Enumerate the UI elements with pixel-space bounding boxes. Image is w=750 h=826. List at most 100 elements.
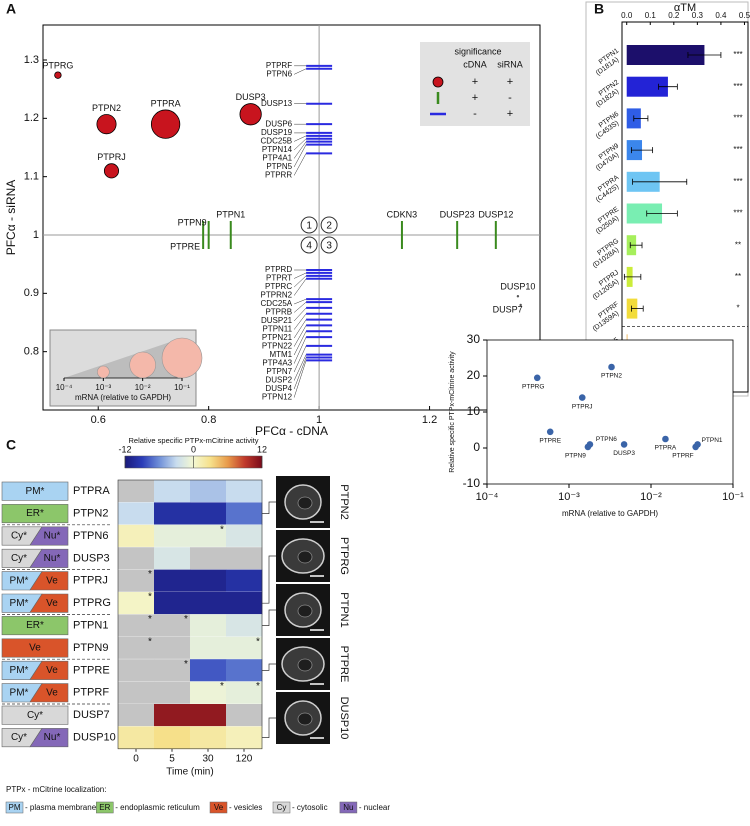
leader-line	[294, 298, 307, 305]
missing-cell	[154, 681, 191, 705]
point	[578, 394, 586, 401]
legend-column: cDNA	[463, 59, 487, 69]
x-tick-label: 10⁻¹	[722, 491, 744, 503]
significance-label: ***	[733, 82, 742, 91]
heatmap-cell	[190, 636, 227, 660]
point-label: PTPRN2	[261, 291, 293, 300]
point-label: DUSP13	[261, 99, 293, 108]
cell-nucleus	[297, 496, 313, 510]
quadrant-label: 1	[306, 221, 312, 232]
heatmap-cell	[154, 502, 191, 526]
localization-label: Nu*	[44, 553, 61, 564]
point-label: PTPN9	[565, 453, 586, 460]
point-label: PTPN7	[266, 367, 292, 376]
missing-cell	[190, 547, 227, 570]
point-label: PTPN14	[262, 145, 293, 154]
significance-star: *	[184, 614, 188, 625]
localization-box	[1, 705, 69, 725]
heatmap-cell	[190, 726, 227, 750]
localization-box	[29, 683, 69, 703]
localization-label: PM*	[10, 598, 29, 609]
heatmap-cell	[226, 681, 263, 705]
significance-label: **	[735, 240, 741, 249]
legend-marker	[432, 76, 444, 88]
leader-line	[293, 138, 307, 151]
point-label: DUSP7	[493, 304, 523, 314]
point-label: PTPN5	[266, 162, 292, 171]
point-label: PTPRG	[42, 60, 73, 70]
legend-text: - endoplasmic reticulum	[115, 803, 200, 812]
heatmap-cell	[226, 614, 263, 638]
leader-line	[293, 144, 307, 168]
legend-text: - plasma membrane	[25, 803, 97, 812]
heatmap-cell	[154, 480, 191, 503]
y-axis-label: PFCα - siRNA	[4, 180, 18, 256]
heatmap-cell	[226, 726, 263, 750]
cell-nucleus	[297, 658, 313, 672]
bar	[626, 45, 705, 65]
heatmap-cell	[118, 524, 155, 548]
localization-label: Cy*	[11, 531, 27, 542]
significance-label: ***	[733, 50, 742, 59]
point-label: PTPRG	[522, 384, 544, 391]
heatmap-cell	[190, 502, 227, 526]
leader-line	[293, 345, 307, 373]
colorbar-tick-label: 0	[191, 444, 196, 454]
quadrant-label: 2	[326, 221, 332, 232]
x-tick-label: 10⁻⁴	[476, 491, 499, 503]
quadrant-label: 4	[306, 241, 312, 252]
significance-star: *	[256, 636, 260, 647]
localization-box	[1, 616, 69, 636]
localization-label: Cy*	[11, 732, 27, 743]
missing-cell	[154, 614, 191, 638]
localization-label: ER*	[26, 508, 44, 519]
y-tick-label: 1.1	[24, 171, 39, 183]
point-label: PTPRF	[672, 453, 693, 460]
y-tick-label: 1	[33, 229, 39, 241]
x-tick-label: 0.8	[201, 414, 216, 426]
size-tick-label: 10⁻³	[95, 383, 111, 392]
y-tick-label: 0	[473, 440, 480, 454]
point-label: PTPRC	[265, 282, 292, 291]
point-label: DUSP3	[236, 92, 266, 102]
significance-star: *	[148, 592, 152, 603]
row-label: PTPRA	[73, 485, 110, 497]
legend-code: Ve	[214, 803, 224, 812]
point-label: PTPRR	[265, 171, 292, 180]
point-label: PTPN22	[262, 342, 293, 351]
localization-box	[1, 638, 69, 658]
image-label: PTPRE	[338, 646, 350, 683]
point	[694, 441, 701, 448]
leader-line	[293, 336, 307, 364]
legend-title: significance	[454, 46, 501, 56]
point	[519, 303, 522, 307]
point-label: PTPRJ	[97, 152, 126, 162]
heatmap-cell	[226, 636, 263, 660]
point	[96, 114, 117, 135]
significance-label: *	[736, 304, 739, 313]
x-tick-label: 5	[169, 753, 175, 764]
missing-cell	[118, 704, 155, 727]
localization-label: Nu*	[44, 732, 61, 743]
point	[584, 443, 592, 451]
heatmap-cell	[154, 569, 191, 593]
legend-code: ER	[99, 803, 110, 812]
significance-star: *	[148, 569, 152, 580]
localization-label: ER*	[26, 620, 44, 631]
connector	[262, 663, 276, 671]
legend-code: Nu	[343, 803, 353, 812]
legend-column: siRNA	[497, 59, 523, 69]
significance-label: ***	[733, 145, 742, 154]
quadrant-marker	[300, 216, 318, 234]
point-label: DUSP12	[478, 209, 513, 219]
point-label: DUSP21	[261, 316, 293, 325]
point	[620, 441, 628, 448]
localization-label: PM*	[10, 575, 29, 586]
leader-line	[294, 68, 307, 75]
x-tick-label: 0.2	[668, 11, 680, 20]
leader-line	[293, 325, 307, 347]
point-label: PTPRA	[151, 98, 181, 108]
point-label: DUSP19	[261, 128, 293, 137]
row-label: DUSP3	[73, 552, 110, 564]
missing-cell	[118, 614, 155, 638]
